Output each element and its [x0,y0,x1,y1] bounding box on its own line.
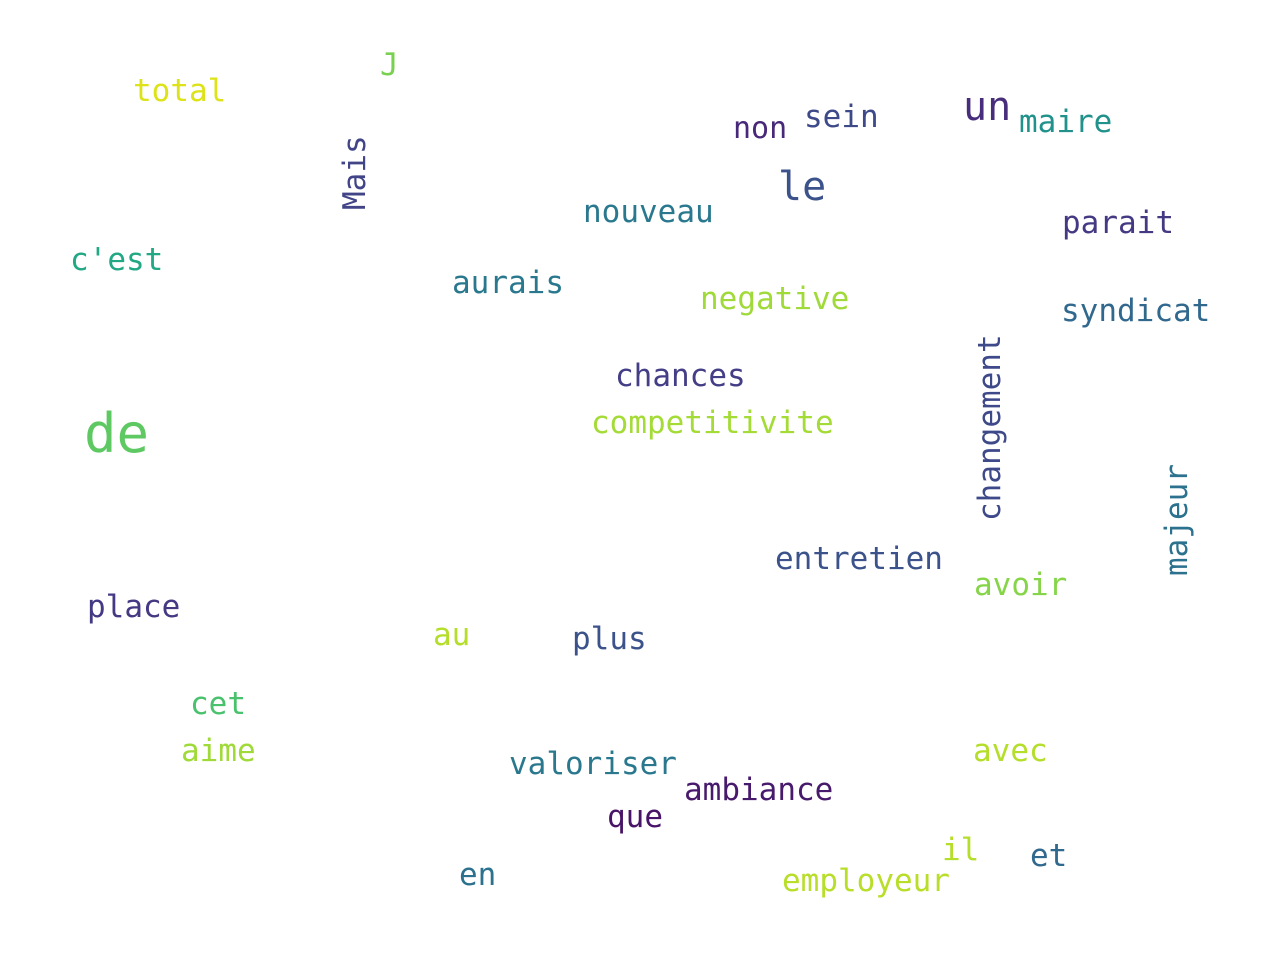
word-ambiance: ambiance [684,772,834,808]
word-en: en [459,857,497,893]
word-non: non [733,111,788,146]
word-valoriser: valoriser [509,746,677,782]
word-chances: chances [615,358,746,394]
word-aurais: aurais [452,265,564,301]
word-changement: changement [972,334,1008,521]
word-aime: aime [181,733,256,769]
word-nouveau: nouveau [583,194,714,230]
word-avoir: avoir [974,567,1068,603]
word-total: total [133,73,227,109]
word-il: il [942,832,980,868]
word-mais: Mais [337,135,373,210]
word-cest: c'est [70,242,164,278]
word-competitivite: competitivite [591,405,834,441]
word-un: un [963,84,1012,130]
word-sein: sein [804,99,879,135]
word-cet: cet [190,686,246,722]
word-entretien: entretien [775,541,943,577]
word-et: et [1030,838,1068,874]
word-que: que [607,799,663,835]
word-plus: plus [572,621,647,657]
word-place: place [87,589,181,625]
word-le: le [778,164,827,210]
word-majeur: majeur [1159,464,1195,576]
word-maire: maire [1019,104,1113,140]
word-au: au [433,617,471,653]
word-negative: negative [700,281,850,317]
word-parait: parait [1062,205,1174,241]
word-j: J [380,47,399,83]
word-avec: avec [973,733,1048,769]
word-syndicat: syndicat [1061,293,1211,329]
word-de: de [84,402,150,465]
word-employeur: employeur [782,863,950,899]
